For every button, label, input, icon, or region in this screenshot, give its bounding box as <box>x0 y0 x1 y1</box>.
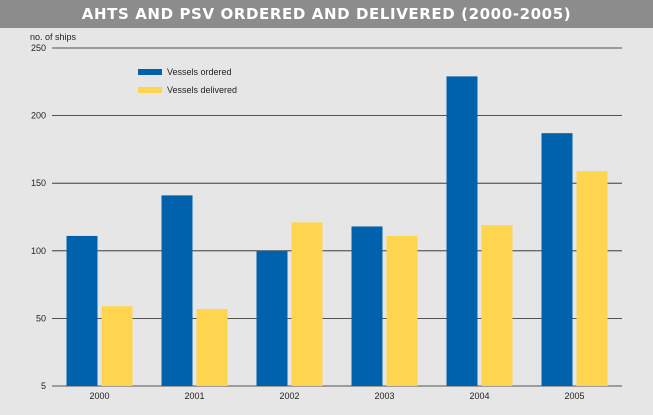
bar-ordered-2005 <box>541 133 573 386</box>
bar-ordered-2000 <box>66 235 98 386</box>
x-axis-ticks: 2000 2001 2002 2003 2004 2005 <box>89 391 584 401</box>
y-tick-label: 50 <box>36 313 46 323</box>
bar-ordered-2002 <box>256 250 288 386</box>
x-tick-label: 2005 <box>564 391 584 401</box>
bar-delivered-2000 <box>101 306 133 386</box>
bar-delivered-2002 <box>291 222 323 386</box>
legend-label: Vessels ordered <box>167 67 232 77</box>
bar-delivered-2005 <box>576 171 608 386</box>
x-tick-label: 2004 <box>469 391 489 401</box>
y-tick-label: 5 <box>41 381 46 391</box>
x-tick-label: 2001 <box>184 391 204 401</box>
y-tick-label: 250 <box>31 43 46 53</box>
y-axis-label: no. of ships <box>30 32 77 42</box>
x-tick-label: 2002 <box>279 391 299 401</box>
y-tick-label: 150 <box>31 178 46 188</box>
legend-swatch <box>138 87 162 93</box>
bar-delivered-2004 <box>481 225 513 386</box>
bars <box>66 76 608 386</box>
x-tick-label: 2003 <box>374 391 394 401</box>
legend: Vessels ordered Vessels delivered <box>138 67 237 95</box>
chart-title: AHTS AND PSV ORDERED AND DELIVERED (2000… <box>81 5 572 23</box>
bar-delivered-2003 <box>386 235 418 386</box>
legend-label: Vessels delivered <box>167 85 237 95</box>
chart-title-bar: AHTS AND PSV ORDERED AND DELIVERED (2000… <box>0 0 653 28</box>
x-tick-label: 2000 <box>89 391 109 401</box>
bar-ordered-2004 <box>446 76 478 386</box>
bar-ordered-2001 <box>161 195 193 386</box>
y-tick-label: 100 <box>31 246 46 256</box>
bar-ordered-2003 <box>351 226 383 386</box>
legend-swatch <box>138 69 162 75</box>
y-tick-label: 200 <box>31 111 46 121</box>
y-axis-ticks: 5 50 100 150 200 250 <box>31 43 46 391</box>
bar-delivered-2001 <box>196 308 228 386</box>
gridlines <box>52 47 622 387</box>
